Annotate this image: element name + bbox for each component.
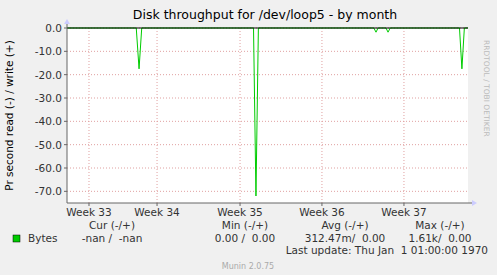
footer: Munin 2.0.75 bbox=[222, 262, 274, 271]
chart: Disk throughput for /dev/loop5 - by mont… bbox=[0, 0, 497, 275]
legend-header: Avg (-/+) bbox=[321, 219, 368, 231]
grid-line bbox=[157, 28, 158, 203]
y-tick-label: -10.0 bbox=[35, 45, 62, 57]
x-tick-label: Week 37 bbox=[381, 206, 426, 218]
grid-line bbox=[403, 28, 404, 203]
legend-value: 312.47m/ 0.00 bbox=[305, 232, 386, 244]
y-tick-label: 0.0 bbox=[45, 22, 62, 34]
legend-value: 1.61k/ 0.00 bbox=[408, 232, 471, 244]
last-update: Last update: Thu Jan 1 01:00:00 1970 bbox=[286, 244, 488, 256]
grid-line bbox=[321, 28, 322, 203]
axis-arrow bbox=[64, 19, 70, 24]
y-axis bbox=[67, 22, 68, 203]
title: Disk throughput for /dev/loop5 - by mont… bbox=[133, 7, 397, 22]
legend-value: 0.00 / 0.00 bbox=[215, 232, 275, 244]
x-axis bbox=[67, 203, 474, 204]
y-label: Pr second read (-) / write (+) bbox=[3, 40, 15, 191]
y-tick-label: -30.0 bbox=[35, 92, 62, 104]
grid-line bbox=[67, 191, 468, 192]
y-tick-label: -60.0 bbox=[35, 162, 62, 174]
grid-line bbox=[67, 144, 468, 145]
legend-header: Max (-/+) bbox=[415, 219, 464, 231]
y-tick-label: -40.0 bbox=[35, 115, 62, 127]
side-text: RRDTOOL / TOBI OETIKER bbox=[482, 40, 491, 137]
grid-line bbox=[67, 168, 468, 169]
x-tick-label: Week 34 bbox=[134, 206, 180, 218]
zero-line bbox=[67, 28, 468, 29]
x-tick-label: Week 35 bbox=[217, 206, 262, 218]
axis-arrow bbox=[472, 200, 477, 206]
legend-header: Min (-/+) bbox=[222, 219, 268, 231]
legend-label: Bytes bbox=[28, 232, 57, 244]
legend-header: Cur (-/+) bbox=[89, 219, 135, 231]
grid-line bbox=[240, 28, 241, 203]
grid-line bbox=[88, 28, 89, 203]
y-tick-label: -20.0 bbox=[35, 69, 62, 81]
grid-line bbox=[67, 51, 468, 52]
grid-line bbox=[67, 98, 468, 99]
background bbox=[0, 0, 497, 275]
plot-area bbox=[67, 28, 468, 203]
grid-line bbox=[67, 74, 468, 75]
x-tick-label: Week 36 bbox=[299, 206, 345, 218]
grid-line bbox=[67, 28, 468, 29]
marks bbox=[67, 28, 468, 196]
grid-line bbox=[67, 121, 468, 122]
legend-value: -nan / -nan bbox=[82, 232, 143, 244]
legend-swatch bbox=[13, 235, 20, 242]
x-tick-label: Week 33 bbox=[66, 206, 111, 218]
y-tick-label: -70.0 bbox=[35, 185, 62, 197]
y-tick-label: -50.0 bbox=[35, 139, 62, 151]
series-line bbox=[67, 28, 468, 196]
